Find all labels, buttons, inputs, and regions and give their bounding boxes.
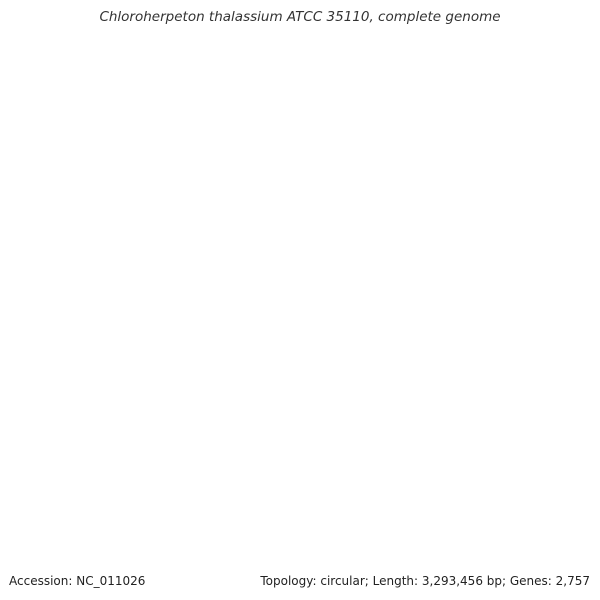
genome-title: Chloroherpeton thalassium ATCC 35110, co… bbox=[99, 9, 501, 25]
accession-text: Accession: NC_011026 bbox=[9, 574, 146, 588]
topology-text: Topology: circular; Length: 3,293,456 bp… bbox=[260, 574, 590, 588]
